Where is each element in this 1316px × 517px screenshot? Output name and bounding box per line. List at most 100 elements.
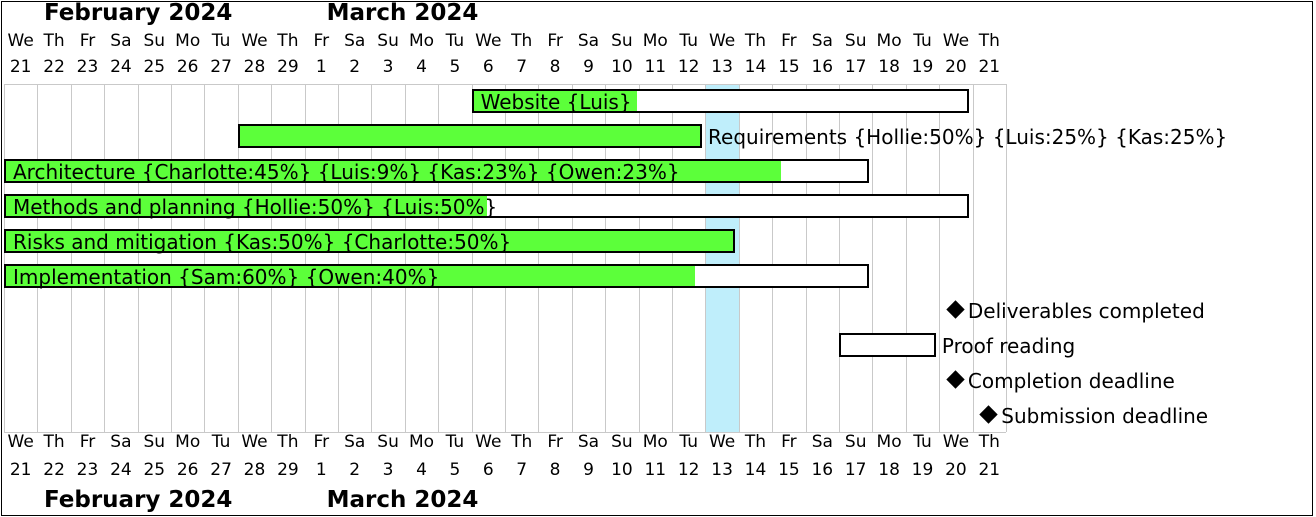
top-day-name: We — [708, 31, 736, 51]
top-day-number: 8 — [549, 57, 561, 77]
top-day-number: 2 — [349, 57, 361, 77]
bottom-day-number: 16 — [811, 460, 834, 480]
bottom-day-number: 6 — [482, 460, 494, 480]
top-day-number: 7 — [516, 57, 528, 77]
bottom-day-name: Sa — [577, 432, 600, 452]
bottom-day-name: Tu — [913, 432, 932, 452]
top-day-number: 14 — [744, 57, 767, 77]
top-day-name: We — [475, 31, 502, 51]
top-day-number: 28 — [243, 57, 266, 77]
bottom-day-name: Th — [277, 432, 299, 452]
bottom-day-name: Su — [143, 432, 166, 452]
bottom-day-name: Su — [844, 432, 867, 452]
task-bar — [4, 158, 870, 183]
top-day-name: Th — [277, 31, 299, 51]
bottom-day-name: Mo — [876, 432, 902, 452]
grid-line — [839, 84, 840, 432]
bottom-day-name: Sa — [344, 432, 366, 452]
grid-line — [973, 84, 974, 432]
top-day-name: Fr — [781, 31, 797, 51]
bottom-day-number: 17 — [844, 460, 867, 480]
top-day-number: 1 — [315, 57, 327, 77]
grid-line — [405, 84, 406, 432]
bottom-day-number: 2 — [349, 460, 361, 480]
bottom-day-name: Th — [744, 432, 767, 452]
top-day-name: Th — [43, 31, 65, 51]
grid-line — [371, 84, 372, 432]
top-day-name: Fr — [79, 31, 96, 51]
top-month-label: March 2024 — [326, 0, 479, 26]
grid-line — [104, 84, 105, 432]
top-day-number: 12 — [677, 57, 700, 77]
top-day-name: Mo — [175, 31, 201, 51]
top-day-number: 18 — [878, 57, 900, 77]
bottom-day-number: 9 — [583, 460, 594, 480]
grid-line — [37, 84, 38, 432]
task-label: Website {Luis} — [480, 90, 632, 114]
bottom-day-number: 20 — [945, 460, 967, 480]
bottom-day-number: 25 — [143, 460, 166, 480]
bottom-day-name: Su — [611, 432, 633, 452]
bottom-day-number: 15 — [778, 460, 800, 480]
grid-line — [238, 84, 239, 432]
today-highlight — [705, 84, 739, 432]
top-day-number: 20 — [945, 57, 967, 77]
top-day-name: Th — [511, 31, 533, 51]
bottom-day-number: 26 — [176, 460, 199, 480]
top-day-number: 9 — [583, 57, 594, 77]
grid-line — [4, 84, 5, 432]
top-day-name: Mo — [876, 31, 902, 51]
top-day-number: 4 — [416, 57, 427, 77]
bottom-day-name: We — [7, 432, 34, 452]
task-progress-fill — [6, 195, 487, 216]
grid-line — [672, 84, 673, 432]
grid-line — [505, 84, 506, 432]
top-day-number: 29 — [277, 57, 299, 77]
bottom-day-name: Mo — [408, 432, 435, 452]
top-day-number: 24 — [110, 57, 132, 77]
top-day-number: 19 — [911, 57, 934, 77]
grid-line — [305, 84, 306, 432]
bottom-day-name: Mo — [642, 432, 668, 452]
grid-line — [639, 84, 640, 432]
task-bar — [4, 193, 970, 218]
top-day-number: 5 — [449, 57, 461, 77]
bottom-day-number: 3 — [382, 460, 394, 480]
bottom-day-number: 21 — [978, 460, 1001, 480]
task-bar — [237, 123, 703, 148]
top-day-name: Sa — [344, 31, 366, 51]
top-day-name: We — [241, 31, 268, 51]
top-day-number: 15 — [778, 57, 800, 77]
bottom-day-number: 28 — [243, 460, 266, 480]
bottom-day-number: 14 — [744, 460, 767, 480]
milestone-label: Deliverables completed — [967, 299, 1205, 324]
bottom-day-number: 23 — [76, 460, 99, 480]
bottom-day-number: 1 — [315, 460, 327, 480]
top-day-number: 25 — [143, 57, 166, 77]
task-progress-fill — [239, 125, 701, 146]
bottom-day-name: Tu — [211, 432, 231, 452]
grid-line — [739, 84, 740, 432]
bottom-day-number: 10 — [611, 460, 633, 480]
top-day-name: We — [942, 31, 970, 51]
top-day-number: 13 — [711, 57, 733, 77]
top-day-name: Sa — [110, 31, 132, 51]
top-day-number: 11 — [644, 57, 667, 77]
top-day-name: Tu — [211, 31, 231, 51]
bottom-day-name: Su — [377, 432, 399, 452]
task-progress-fill — [6, 160, 781, 181]
top-day-number: 26 — [176, 57, 199, 77]
bottom-day-number: 5 — [449, 460, 461, 480]
top-day-number: 6 — [482, 57, 494, 77]
top-day-number: 22 — [43, 57, 65, 77]
grid-line — [572, 84, 573, 432]
bottom-day-name: Sa — [110, 432, 132, 452]
bottom-day-name: We — [475, 432, 502, 452]
bottom-day-number: 24 — [110, 460, 132, 480]
top-day-name: Tu — [913, 31, 932, 51]
grid-line — [538, 84, 539, 432]
top-day-name: Sa — [811, 31, 833, 51]
task-bar — [4, 228, 736, 253]
task-bar — [4, 263, 870, 288]
grid-line — [906, 84, 907, 432]
